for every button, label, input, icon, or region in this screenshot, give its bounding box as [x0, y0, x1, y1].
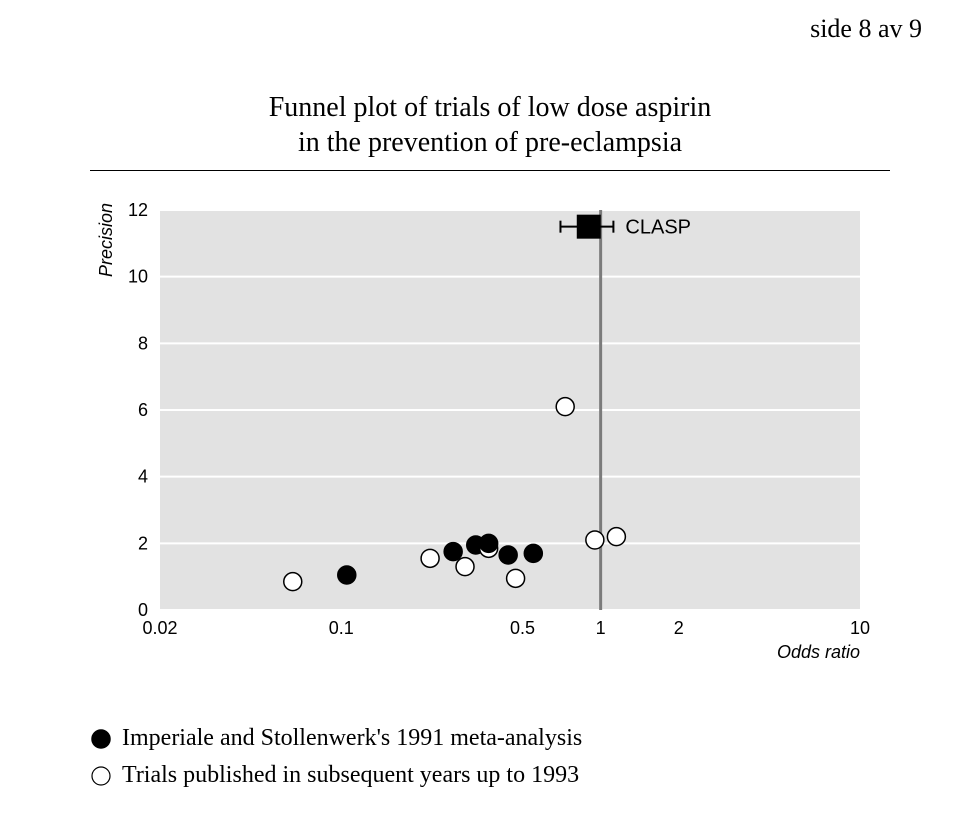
point-filled [499, 546, 517, 564]
legend-label-filled: Imperiale and Stollenwerk's 1991 meta-an… [122, 720, 582, 757]
page-number: side 8 av 9 [810, 14, 922, 44]
clasp-label: CLASP [625, 217, 691, 239]
point-open [586, 531, 604, 549]
x-tick-label: 10 [850, 618, 870, 638]
y-tick-label: 8 [138, 333, 148, 353]
x-tick-label: 0.5 [510, 618, 535, 638]
y-tick-label: 6 [138, 400, 148, 420]
legend-item-open: Trials published in subsequent years up … [90, 757, 582, 794]
legend-marker-filled-icon [90, 728, 112, 750]
point-open [421, 549, 439, 567]
point-filled [444, 543, 462, 561]
y-tick-label: 2 [138, 533, 148, 553]
title-line-2: in the prevention of pre-eclampsia [298, 127, 682, 158]
x-tick-label: 0.1 [329, 618, 354, 638]
funnel-plot-svg: 024681012Precision0.020.10.51210Odds rat… [90, 190, 890, 670]
x-axis-label: Odds ratio [777, 642, 860, 662]
legend-label-open: Trials published in subsequent years up … [122, 757, 579, 794]
y-axis-label: Precision [96, 203, 116, 277]
point-filled [480, 534, 498, 552]
y-tick-label: 12 [128, 200, 148, 220]
point-filled [524, 544, 542, 562]
point-open [284, 573, 302, 591]
page-root: side 8 av 9 Funnel plot of trials of low… [0, 0, 960, 825]
x-tick-label: 0.02 [142, 618, 177, 638]
y-tick-label: 4 [138, 467, 148, 487]
point-filled [338, 566, 356, 584]
legend-item-filled: Imperiale and Stollenwerk's 1991 meta-an… [90, 720, 582, 757]
y-tick-label: 0 [138, 600, 148, 620]
legend-marker-open-icon [90, 765, 112, 787]
clasp-marker [577, 215, 601, 239]
point-open [556, 398, 574, 416]
legend: Imperiale and Stollenwerk's 1991 meta-an… [90, 720, 582, 794]
point-open [456, 558, 474, 576]
point-open [507, 569, 525, 587]
title-line-1: Funnel plot of trials of low dose aspiri… [269, 92, 712, 123]
x-tick-label: 2 [674, 618, 684, 638]
y-tick-label: 10 [128, 267, 148, 287]
funnel-plot: 024681012Precision0.020.10.51210Odds rat… [90, 190, 890, 675]
chart-title: Funnel plot of trials of low dose aspiri… [90, 90, 890, 171]
point-open [607, 528, 625, 546]
x-tick-label: 1 [596, 618, 606, 638]
